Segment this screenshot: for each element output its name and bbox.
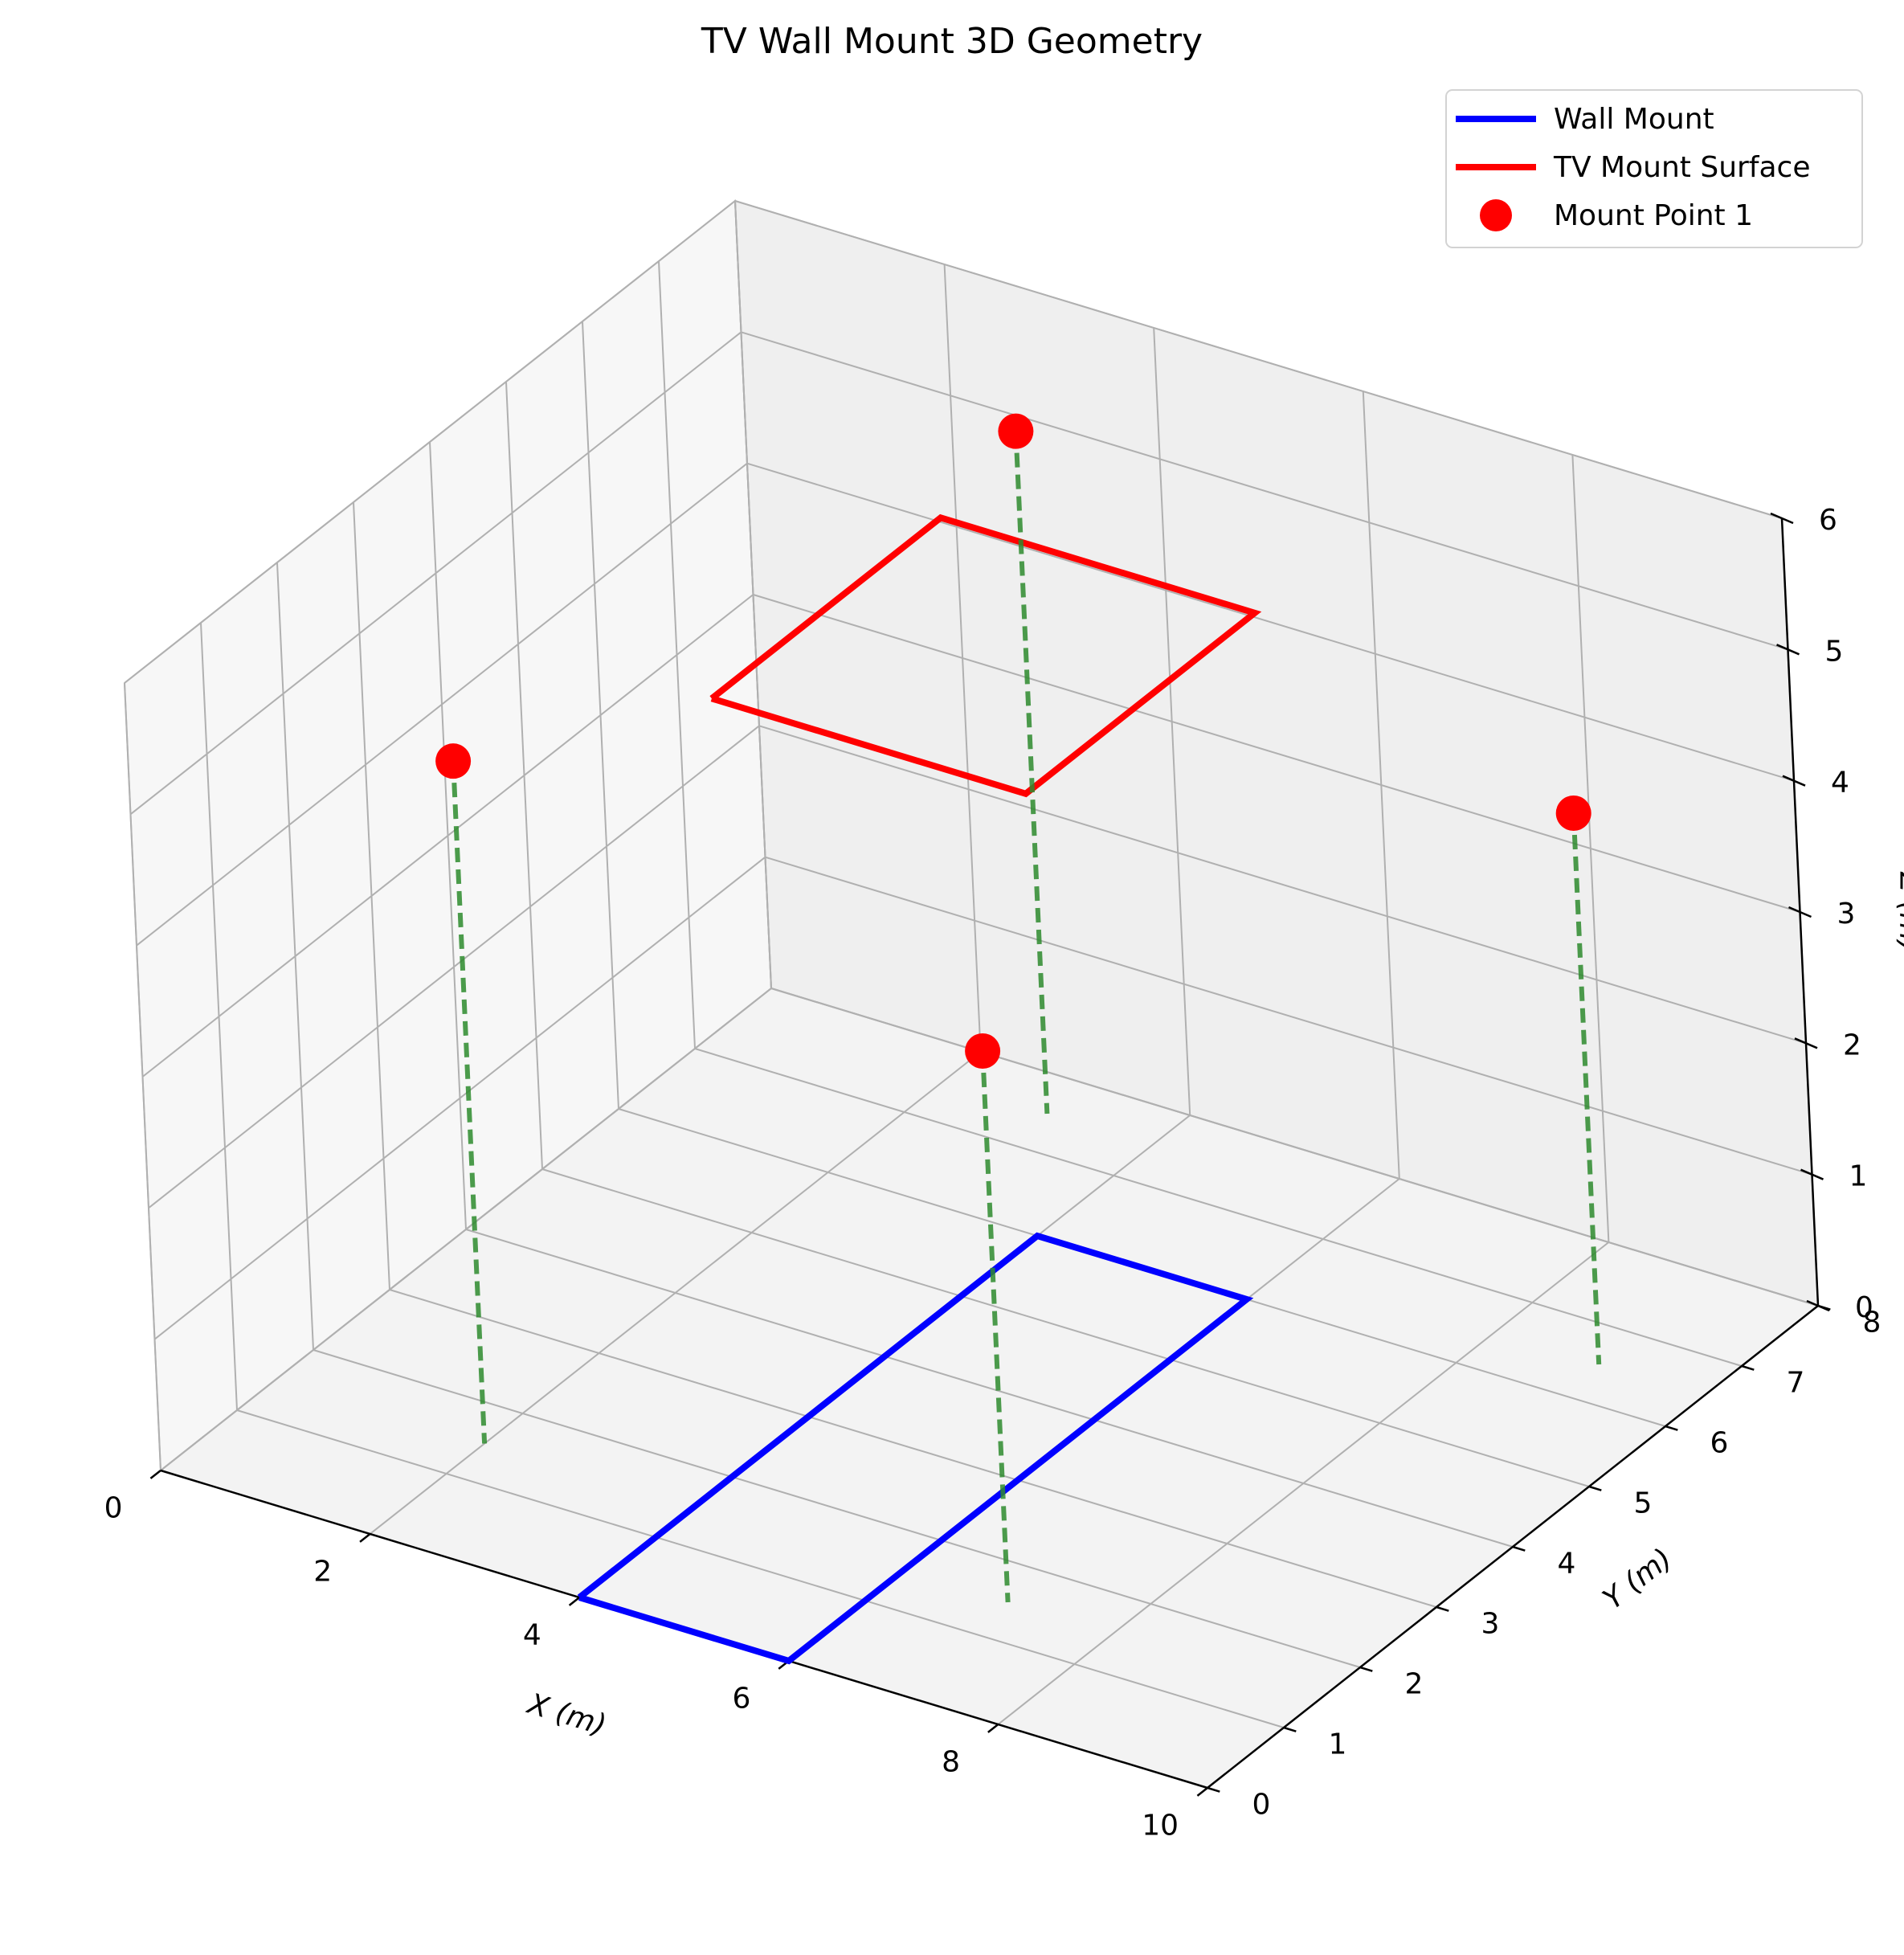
y-tick [1665, 1425, 1678, 1431]
y-tick [1512, 1545, 1526, 1552]
z-tick [1806, 1299, 1830, 1312]
grid-line [770, 988, 1819, 1307]
legend-label-tv: TV Mount Surface [1553, 151, 1810, 184]
grid-line [236, 1409, 1285, 1728]
mount-point [965, 1033, 1001, 1069]
x-axis-label: X (m) [522, 1687, 610, 1743]
x-tick-label: 2 [313, 1555, 332, 1588]
drop-line [980, 1050, 1011, 1603]
grid-line [148, 725, 760, 1209]
z-tick [1770, 512, 1794, 525]
x-tick [568, 1597, 580, 1606]
legend-box [1445, 89, 1863, 248]
grid-line [136, 462, 748, 947]
y-tick [1283, 1726, 1297, 1732]
grid-line [765, 856, 1812, 1176]
grid-line [746, 462, 1795, 782]
z-tick [1794, 1037, 1818, 1049]
z-tick [1776, 644, 1800, 656]
grid-line [313, 1349, 1361, 1668]
y-tick-label: 8 [1863, 1306, 1882, 1339]
y-tick [1588, 1485, 1602, 1491]
y-tick [1741, 1364, 1755, 1371]
grid-line [389, 1289, 1437, 1608]
z-tick-label: 4 [1831, 767, 1849, 800]
chart-title: TV Wall Mount 3D Geometry [701, 21, 1203, 62]
z-tick-label: 1 [1849, 1160, 1868, 1193]
y-tick-label: 4 [1558, 1547, 1576, 1580]
z-axis-label: Z (m) [1894, 871, 1904, 951]
z-tick-label: 6 [1819, 504, 1837, 537]
grid-line [758, 725, 1807, 1045]
grid-line [741, 331, 1788, 651]
legend: Wall Mount TV Mount Surface Mount Point … [1445, 89, 1863, 248]
grid-line [124, 200, 736, 684]
x-tick [359, 1533, 371, 1543]
y-tick-label: 3 [1481, 1607, 1500, 1640]
y-tick [1207, 1786, 1220, 1793]
grid-line [160, 988, 772, 1471]
y-tick [1359, 1666, 1373, 1672]
mount-point [1555, 795, 1591, 831]
chart-series [435, 413, 1602, 1665]
legend-swatch-points [1480, 199, 1512, 231]
mount-point [998, 413, 1034, 449]
x-tick-label: 10 [1142, 1809, 1179, 1842]
z-tick [1788, 906, 1812, 918]
grid-line [734, 200, 1783, 519]
series-tv-mount-surface [709, 513, 1262, 798]
x-tick [149, 1470, 161, 1479]
x-tick [987, 1724, 999, 1733]
z-tick-label: 5 [1825, 635, 1844, 668]
drop-line [451, 761, 488, 1444]
z-tick-label: 3 [1837, 898, 1856, 930]
grid-line [153, 856, 766, 1340]
grid-line [129, 331, 742, 816]
drop-line [1571, 812, 1602, 1365]
y-axis-label: Y (m) [1597, 1542, 1678, 1616]
z-tick-label: 2 [1843, 1029, 1861, 1061]
y-tick-label: 6 [1710, 1426, 1729, 1459]
y-tick-label: 5 [1634, 1487, 1653, 1519]
mount-point [435, 743, 472, 779]
grid-line [541, 1168, 1590, 1487]
y-tick-label: 1 [1329, 1728, 1347, 1761]
y-tick-label: 0 [1252, 1788, 1271, 1821]
grid-line [753, 594, 1800, 913]
x-tick-label: 4 [523, 1618, 541, 1651]
y-tick-label: 2 [1405, 1667, 1424, 1700]
x-tick-label: 8 [942, 1745, 960, 1778]
legend-label-wall: Wall Mount [1554, 103, 1714, 136]
grid-line [141, 594, 754, 1078]
grid-line [694, 1048, 1743, 1367]
legend-label-points: Mount Point 1 [1554, 199, 1753, 232]
x-tick [1196, 1787, 1208, 1797]
y-tick [1436, 1605, 1449, 1612]
series-wall-mount [577, 1232, 1254, 1665]
x-tick-label: 6 [732, 1682, 750, 1715]
grid-line [465, 1229, 1514, 1548]
x-tick-label: 0 [104, 1491, 123, 1524]
y-tick-label: 7 [1787, 1366, 1805, 1399]
z-tick [1782, 775, 1806, 787]
drop-line [1013, 431, 1050, 1115]
z-tick [1800, 1168, 1824, 1180]
z-tick-label: 0 [1855, 1291, 1873, 1324]
